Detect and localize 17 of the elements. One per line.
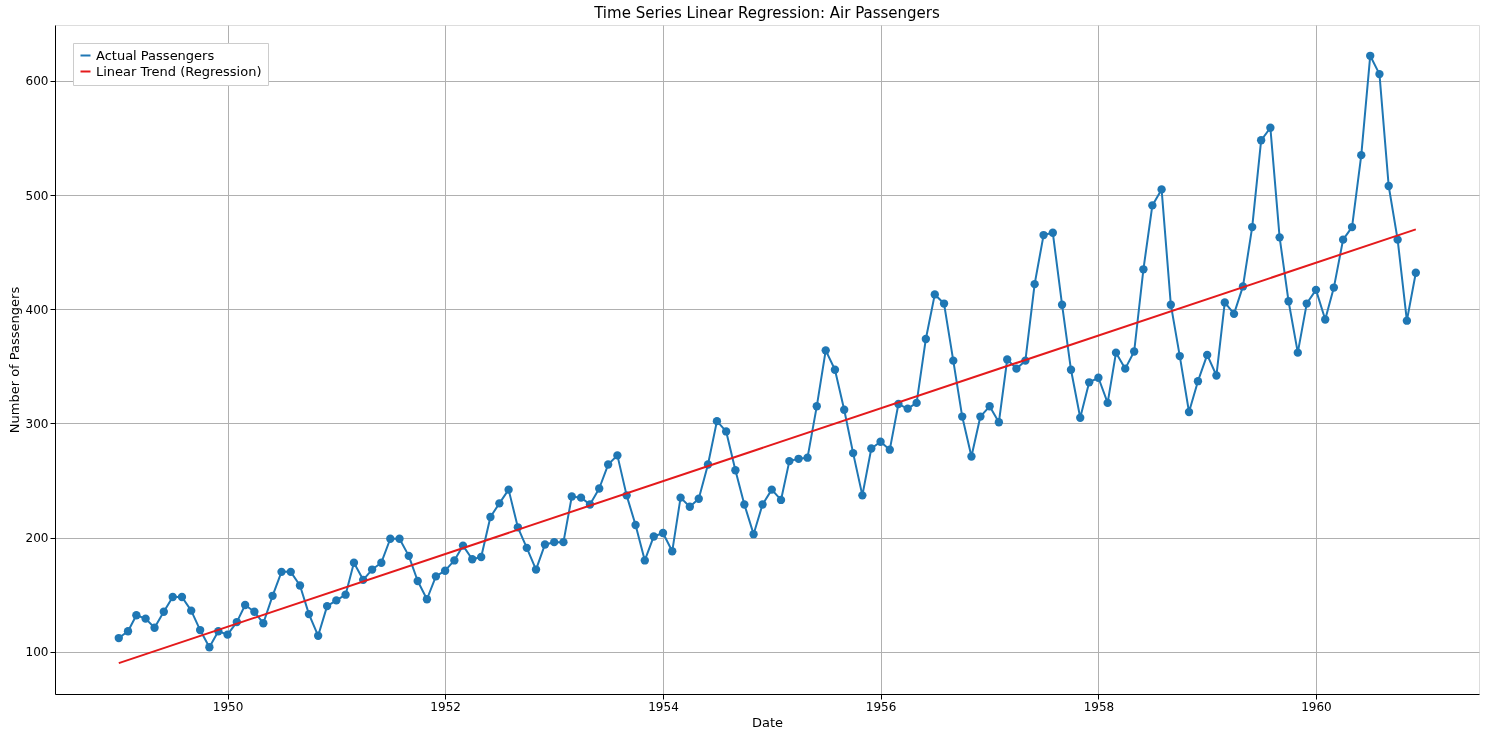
legend-label: Actual Passengers (96, 47, 215, 63)
x-tick-label: 1956 (865, 699, 897, 714)
chart-title: Time Series Linear Regression: Air Passengers (593, 4, 941, 22)
y-axis-title: Number of Passengers (6, 286, 22, 434)
y-tick-label: 400 (25, 302, 49, 317)
x-tick-label: 1950 (212, 699, 244, 714)
x-axis-title: Date (751, 714, 784, 730)
x-tick-label: 1958 (1083, 699, 1115, 714)
y-tick-label: 600 (25, 74, 49, 89)
x-tick-label: 1954 (648, 699, 679, 714)
y-tick-label: 200 (25, 531, 49, 546)
x-tick-label: 1952 (430, 699, 461, 714)
y-tick-label: 500 (25, 188, 49, 203)
y-tick-label: 300 (25, 416, 49, 431)
legend-label: Linear Trend (Regression) (96, 63, 262, 79)
x-tick-label: 1960 (1301, 699, 1332, 714)
y-tick-label: 100 (25, 645, 49, 660)
